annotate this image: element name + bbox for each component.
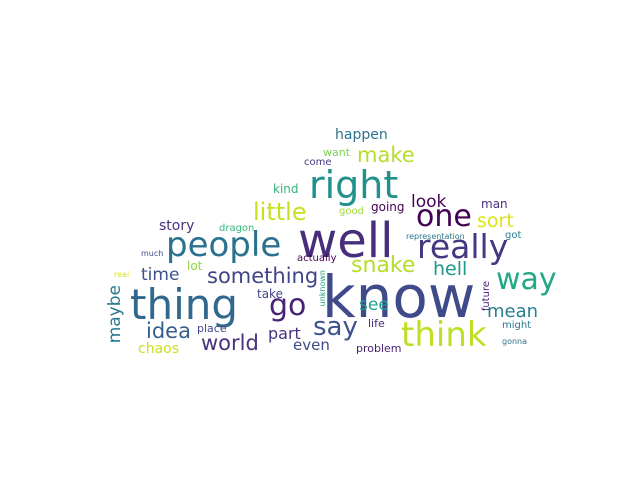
word-representation: representation xyxy=(406,232,465,241)
word-go: go xyxy=(269,288,307,323)
word-see: see xyxy=(359,295,389,315)
word-know: know xyxy=(322,263,476,331)
word-kind: kind xyxy=(273,182,299,196)
word-problem: problem xyxy=(356,342,402,355)
word-good: good xyxy=(339,206,364,217)
word-really: really xyxy=(417,227,509,266)
word-lot: lot xyxy=(187,259,203,273)
word-time: time xyxy=(141,265,180,285)
word-future: future xyxy=(481,281,492,312)
word-dragon: dragon xyxy=(219,223,255,234)
word-look: look xyxy=(411,192,447,212)
word-idea: idea xyxy=(146,319,191,343)
word-right: right xyxy=(309,163,399,207)
word-gonna: gonna xyxy=(502,337,528,346)
word-take: take xyxy=(257,287,283,301)
word-place: place xyxy=(197,322,227,335)
word-world: world xyxy=(201,331,259,355)
word-mean: mean xyxy=(487,301,539,322)
word-chaos: chaos xyxy=(138,341,180,357)
word-story: story xyxy=(159,218,195,234)
word-make: make xyxy=(357,143,415,167)
word-want: want xyxy=(323,146,351,159)
word-man: man xyxy=(481,197,508,211)
word-life: life xyxy=(368,317,385,330)
word-think: think xyxy=(401,315,487,355)
word-much: much xyxy=(141,249,164,258)
word-hell: hell xyxy=(433,258,468,280)
word-might: might xyxy=(502,320,532,331)
word-sort: sort xyxy=(477,210,514,232)
word-real: real xyxy=(114,270,130,279)
word-actually: actually xyxy=(297,253,337,264)
word-little: little xyxy=(253,198,307,226)
word-one: one xyxy=(416,199,472,234)
word-snake: snake xyxy=(351,253,416,278)
word-maybe: maybe xyxy=(105,285,125,344)
word-happen: happen xyxy=(335,127,388,143)
word-say: say xyxy=(313,312,358,342)
word-something: something xyxy=(207,264,319,288)
word-thing: thing xyxy=(130,280,239,329)
word-got: got xyxy=(505,230,522,241)
word-well: well xyxy=(298,213,394,269)
word-people: people xyxy=(166,225,282,265)
word-part: part xyxy=(268,324,301,343)
word-unknown: unknown xyxy=(318,270,327,307)
word-even: even xyxy=(293,336,330,354)
word-way: way xyxy=(496,262,557,297)
word-going: going xyxy=(371,200,405,214)
word-come: come xyxy=(304,157,332,168)
